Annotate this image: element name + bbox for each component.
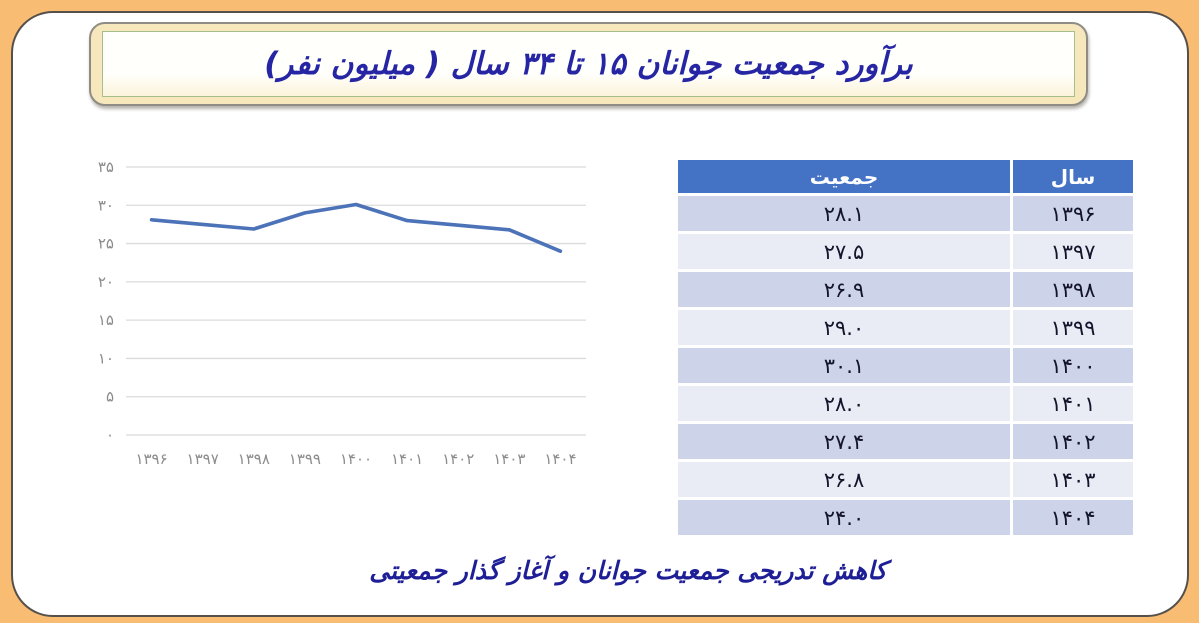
table-header-population: جمعیت <box>678 160 1010 193</box>
table-cell-population: ۲۸.۰ <box>678 386 1010 421</box>
table-cell-year: ۱۴۰۲ <box>1013 424 1133 459</box>
title-inner-panel: برآورد جمعیت جوانان ۱۵ تا ۳۴ سال ( میلیو… <box>102 31 1075 97</box>
table-cell-population: ۲۸.۱ <box>678 196 1010 231</box>
x-tick-label: ۱۳۹۶ <box>135 450 167 468</box>
population-table: جمعیت سال ۲۸.۱ ۱۳۹۶ ۲۷.۵ ۱۳۹۷ ۲۶.۹ ۱۳۹۸ ۲۹.۰ ۱۳۹۹… <box>678 160 1133 535</box>
table-cell-population: ۲۷.۵ <box>678 234 1010 269</box>
chart-caption: کاهش تدریجی جمعیت جوانان و آغاز گذار جمع… <box>369 556 887 585</box>
x-tick-label: ۱۴۰۱ <box>391 450 423 468</box>
table-cell-year: ۱۳۹۷ <box>1013 234 1133 269</box>
y-tick-label: ۲۵ <box>98 235 114 253</box>
table-cell-year: ۱۴۰۳ <box>1013 462 1133 497</box>
table-cell-year: ۱۴۰۰ <box>1013 348 1133 383</box>
y-tick-label: ۳۰ <box>98 196 114 214</box>
y-tick-label: ۱۵ <box>98 311 114 329</box>
y-tick-label: ۱۰ <box>98 349 114 367</box>
x-tick-label: ۱۴۰۳ <box>493 450 525 468</box>
x-tick-label: ۱۳۹۸ <box>238 450 270 468</box>
y-tick-label: ۰ <box>106 426 114 444</box>
table-cell-year: ۱۴۰۴ <box>1013 500 1133 535</box>
x-tick-label: ۱۴۰۴ <box>544 450 576 468</box>
population-trend-line <box>149 202 563 253</box>
table-cell-population: ۳۰.۱ <box>678 348 1010 383</box>
table-cell-year: ۱۴۰۱ <box>1013 386 1133 421</box>
title-banner: برآورد جمعیت جوانان ۱۵ تا ۳۴ سال ( میلیو… <box>89 22 1088 106</box>
y-tick-label: ۳۵ <box>98 158 114 176</box>
population-line-chart: ۰ ۵ ۱۰ ۱۵ ۲۰ ۲۵ ۳۰ ۳۵ ۱۳۹۶ ۱۳۹۷ ۱۳۹۸ ۱۳۹۹ ۱۴۰۰ ۱۴۰۱ ۱۴… <box>74 142 594 487</box>
x-tick-label: ۱۴۰۰ <box>340 450 372 468</box>
table-header-year: سال <box>1013 160 1133 193</box>
table-cell-population: ۲۹.۰ <box>678 310 1010 345</box>
table-cell-population: ۲۷.۴ <box>678 424 1010 459</box>
table-cell-year: ۱۳۹۸ <box>1013 272 1133 307</box>
table-cell-year: ۱۳۹۹ <box>1013 310 1133 345</box>
y-tick-label: ۵ <box>106 388 114 406</box>
page-title: برآورد جمعیت جوانان ۱۵ تا ۳۴ سال ( میلیو… <box>264 46 913 82</box>
content-card: برآورد جمعیت جوانان ۱۵ تا ۳۴ سال ( میلیو… <box>11 11 1189 617</box>
table-cell-population: ۲۴.۰ <box>678 500 1010 535</box>
caption-row: کاهش تدریجی جمعیت جوانان و آغاز گذار جمع… <box>41 556 1199 585</box>
x-tick-label: ۱۴۰۲ <box>442 450 474 468</box>
table-cell-population: ۲۶.۸ <box>678 462 1010 497</box>
y-tick-label: ۲۰ <box>98 273 114 291</box>
line-chart-canvas: ۰ ۵ ۱۰ ۱۵ ۲۰ ۲۵ ۳۰ ۳۵ ۱۳۹۶ ۱۳۹۷ ۱۳۹۸ ۱۳۹۹ ۱۴۰۰ ۱۴۰۱ ۱۴… <box>98 158 586 468</box>
table-cell-year: ۱۳۹۶ <box>1013 196 1133 231</box>
x-tick-label: ۱۳۹۷ <box>187 450 219 468</box>
table-cell-population: ۲۶.۹ <box>678 272 1010 307</box>
x-tick-label: ۱۳۹۹ <box>289 450 321 468</box>
